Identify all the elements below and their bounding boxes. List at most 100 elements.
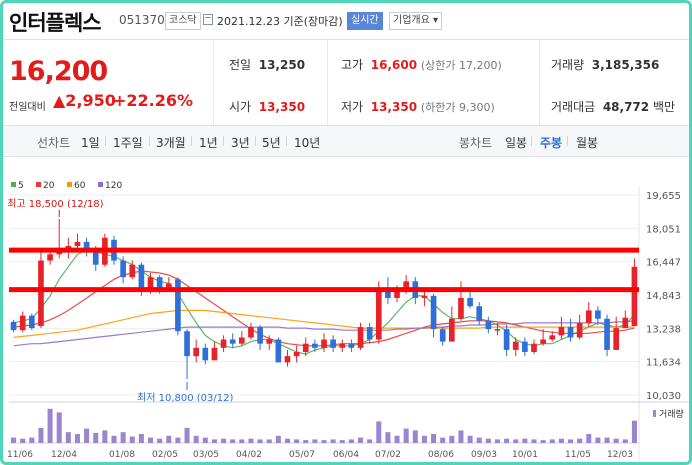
volume-bar: [549, 439, 555, 443]
candle-body: [549, 335, 556, 340]
candle-body: [503, 329, 510, 350]
divider: [327, 40, 328, 125]
divider: [567, 136, 568, 146]
legend-swatch: [11, 182, 16, 187]
volume-bar: [38, 427, 44, 443]
volume-bar: [11, 437, 17, 443]
period-10y[interactable]: 10년: [294, 136, 321, 150]
quote-date: 2021.12.23 기준(장마감): [217, 15, 343, 28]
volume-bar: [348, 439, 354, 443]
volume-bar: [568, 439, 574, 443]
candle-body: [175, 279, 181, 332]
candle-monthly[interactable]: 월봉: [576, 136, 599, 150]
candle-daily[interactable]: 일봉: [505, 136, 528, 150]
candle-body: [321, 339, 327, 348]
volume-bar: [330, 439, 336, 443]
divider: [105, 136, 106, 146]
volume-bar: [458, 430, 464, 443]
candle-body: [458, 297, 464, 319]
volume-bar: [148, 437, 154, 443]
period-1w[interactable]: 1주일: [113, 136, 143, 150]
x-tick-label: 07/02: [375, 450, 401, 460]
candle-weekly[interactable]: 주봉: [540, 136, 563, 150]
candle-body: [293, 351, 300, 357]
volume-bar: [577, 438, 583, 443]
volume-bar: [102, 430, 108, 443]
y-tick-label: 16,447: [646, 258, 681, 269]
candle-body: [348, 343, 355, 348]
volume-bar: [193, 435, 199, 443]
volume-legend-swatch: [653, 410, 656, 417]
divider: [531, 136, 532, 146]
legend-label: 120: [105, 181, 122, 191]
candle-body: [129, 264, 136, 278]
volume-bar: [29, 437, 35, 443]
volume-bar: [494, 439, 500, 443]
line-chart-label: 선차트: [37, 136, 71, 150]
candle-body: [385, 289, 391, 298]
volume-bar: [367, 439, 373, 443]
volume-bar: [421, 435, 427, 443]
volume-bar: [339, 440, 345, 443]
x-tick-label: 01/08: [109, 450, 135, 460]
stock-name[interactable]: 인터플렉스: [9, 11, 102, 35]
realtime-button[interactable]: 실시간: [347, 12, 383, 30]
volume-bar: [221, 438, 227, 443]
period-3m[interactable]: 3개월: [156, 136, 186, 150]
candle-body: [421, 295, 428, 298]
price-change: ▲2,950: [53, 91, 116, 110]
volume-bar: [403, 428, 409, 443]
candle-body: [531, 343, 537, 352]
volume-bar: [202, 437, 208, 443]
volume-bar: [111, 435, 117, 443]
stock-header: 인터플렉스 051370 코스닥 2021.12.23 기준(장마감) 실시간 …: [3, 3, 689, 40]
divider: [213, 40, 214, 125]
volume-bar: [631, 420, 637, 443]
candle-body: [375, 289, 382, 340]
price-chart[interactable]: 19,655 18,051 16,447 14,843 13,238 11,634 10,0…: [3, 157, 689, 462]
volume-bar: [613, 438, 619, 443]
candle-body: [138, 264, 145, 292]
candle-body: [476, 306, 483, 321]
y-tick-label: 10,030: [646, 391, 681, 402]
volume-bar: [65, 432, 71, 443]
company-overview-dropdown[interactable]: 기업개요 ▾: [389, 12, 442, 30]
candle-body: [19, 315, 26, 331]
volume-bar: [239, 439, 245, 443]
low-price: 저가 13,350 (하한가 9,300): [341, 100, 495, 114]
candle-body: [275, 339, 282, 363]
volume-bar: [358, 437, 364, 443]
candle-body: [448, 318, 455, 342]
x-tick-label: 02/05: [152, 450, 178, 460]
volume-bar: [476, 437, 482, 443]
y-tick-label: 14,843: [646, 291, 681, 302]
volume-bar: [120, 432, 126, 443]
legend-swatch: [98, 182, 103, 187]
legend-label: 60: [74, 181, 86, 191]
x-tick-label: 05/07: [289, 450, 315, 460]
candle-body: [522, 341, 528, 352]
candle-body: [220, 339, 227, 348]
period-5y[interactable]: 5년: [262, 136, 281, 150]
period-3y[interactable]: 3년: [231, 136, 250, 150]
y-tick-label: 13,238: [646, 324, 681, 335]
candle-body: [485, 320, 492, 330]
period-1d[interactable]: 1일: [81, 136, 100, 150]
ma-120-line: [13, 320, 635, 347]
candle-body: [266, 339, 273, 344]
volume-bar: [412, 430, 418, 443]
y-tick-label: 11,634: [646, 358, 681, 369]
candle-body: [74, 241, 81, 247]
volume-bar: [312, 439, 318, 443]
candle-body: [38, 260, 44, 327]
period-1y[interactable]: 1년: [199, 136, 218, 150]
x-tick-label: 12/03: [607, 450, 633, 460]
volume-bar: [157, 438, 163, 443]
volume-bar: [248, 438, 254, 443]
volume-bar: [266, 439, 272, 443]
candle-body: [193, 347, 200, 357]
candle-body: [357, 327, 364, 348]
candle-body: [512, 341, 519, 350]
candle-body: [284, 356, 291, 363]
